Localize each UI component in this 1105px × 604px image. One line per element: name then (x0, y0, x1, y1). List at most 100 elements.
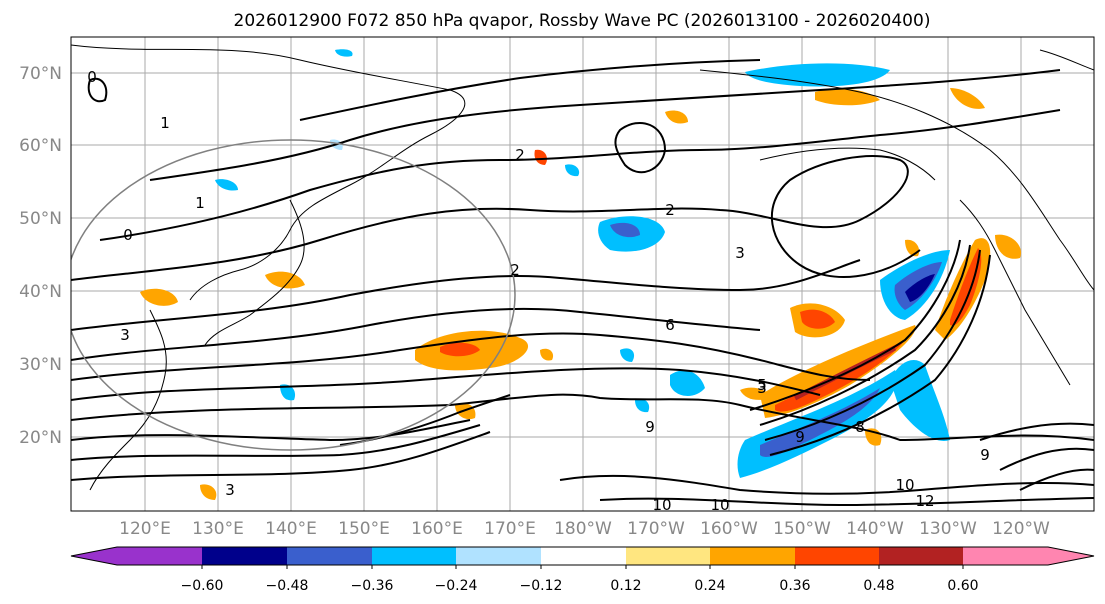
anomaly-patch (610, 222, 640, 238)
contour-line (599, 497, 1094, 507)
colorbar-segment (963, 547, 1048, 565)
highlight-ellipse (71, 139, 516, 451)
contour-line (71, 431, 491, 481)
colorbar-ticks: −0.60 −0.48 −0.36 −0.24 −0.12 0.12 0.24 0.36 0.4… (181, 565, 979, 594)
anomaly-patch (440, 342, 480, 357)
contour-line (1019, 468, 1094, 491)
anomaly-patch (215, 179, 238, 191)
colorbar-tick-label: −0.24 (435, 578, 478, 594)
colorbar-segment (202, 547, 287, 565)
colorbar-tick-label: 0.60 (947, 578, 978, 594)
contour-line (87, 77, 108, 103)
colorbar-segment (626, 547, 710, 565)
contour-label: 0 (123, 226, 133, 244)
contour-line (749, 239, 961, 411)
colorbar-outline (70, 546, 1095, 566)
colorbar-segment (710, 547, 795, 565)
contour-label: 3 (120, 326, 130, 344)
longitude-label: 150°W (773, 519, 831, 539)
contour-label: 3 (757, 379, 767, 397)
contour-label: 2 (510, 261, 520, 279)
contour-label: 10 (652, 496, 671, 514)
contour-line (614, 121, 667, 174)
colorbar-min-extension (71, 547, 117, 565)
contour-label: 6 (665, 316, 675, 334)
coastline (71, 44, 466, 301)
anomaly-patch (950, 248, 982, 326)
contour-line (764, 249, 981, 441)
latitude-label: 40°N (19, 282, 62, 302)
contour-line (99, 109, 1061, 241)
colorbar-segment (117, 547, 202, 565)
longitude-label: 140°E (265, 519, 317, 539)
colorbar-tick-label: −0.48 (266, 578, 309, 594)
contour-label: 2 (665, 201, 675, 219)
anomaly-patch (745, 63, 890, 87)
colorbar-tick-label: −0.12 (520, 578, 563, 594)
colorbar-segment (287, 547, 372, 565)
latitude-label: 50°N (19, 209, 62, 229)
anomaly-patch (800, 309, 835, 329)
contour-label: 0 (87, 68, 97, 86)
contour-label: 12 (915, 492, 934, 510)
anomaly-patch (540, 348, 554, 361)
longitude-label: 140°W (846, 519, 904, 539)
anomaly-patch (740, 387, 770, 400)
contour-label: 5 (757, 376, 767, 394)
contour-label: 1 (195, 194, 205, 212)
longitude-label: 170°W (627, 519, 685, 539)
contour-label: 10 (895, 476, 914, 494)
contour-label: 3 (225, 481, 235, 499)
contour-line (71, 307, 761, 361)
colorbar-tick-label: 0.24 (694, 578, 725, 594)
coastline (699, 69, 1094, 291)
contour-line (999, 447, 1094, 471)
anomaly-patch (534, 149, 547, 165)
latitude-label: 60°N (19, 136, 62, 156)
colorbar: −0.60 −0.48 −0.36 −0.24 −0.12 0.12 0.24 0.36 0.4… (70, 546, 1095, 594)
colorbar-segment (541, 547, 626, 565)
anomaly-patch (265, 271, 305, 289)
coastline (759, 147, 936, 181)
anomaly-patch (565, 164, 580, 177)
gridlines (71, 37, 1094, 511)
colorbar-tick-label: 0.12 (610, 578, 641, 594)
longitude-label: 130°E (192, 519, 244, 539)
longitude-label: 150°E (338, 519, 390, 539)
longitude-label: 180°W (554, 519, 612, 539)
anomaly-patch (620, 348, 635, 362)
contour-label: 9 (645, 418, 655, 436)
colorbar-tick-label: −0.36 (351, 578, 394, 594)
map-frame (70, 36, 1095, 512)
contour-line (759, 244, 971, 426)
anomaly-patch (890, 360, 950, 441)
colorbar-max-extension (1048, 547, 1094, 565)
contour-label: 8 (855, 418, 865, 436)
anomaly-patch (670, 370, 705, 396)
longitude-label: 160°W (700, 519, 758, 539)
colorbar-segment (456, 547, 541, 565)
contour-line (559, 474, 1094, 495)
colorbar-segment (879, 547, 963, 565)
anomaly-patch (950, 88, 985, 109)
contour-line (71, 332, 871, 381)
coastlines (71, 44, 1094, 491)
contour-label: 10 (710, 496, 729, 514)
anomaly-patch (280, 384, 296, 401)
contour-label: 1 (160, 114, 170, 132)
longitude-label: 160°E (411, 519, 463, 539)
latitude-labels: 70°N 60°N 50°N 40°N 30°N 20°N (19, 64, 62, 448)
contour-line (71, 393, 1094, 442)
coastline (204, 199, 305, 346)
anomaly-patch (335, 49, 353, 57)
longitude-label: 170°E (484, 519, 536, 539)
contour-line (71, 424, 481, 461)
colorbar-tick-label: 0.48 (863, 578, 894, 594)
latitude-label: 70°N (19, 64, 62, 84)
contour-label: 2 (515, 146, 525, 164)
anomaly-patch (200, 484, 217, 500)
colorbar-segment (795, 547, 879, 565)
